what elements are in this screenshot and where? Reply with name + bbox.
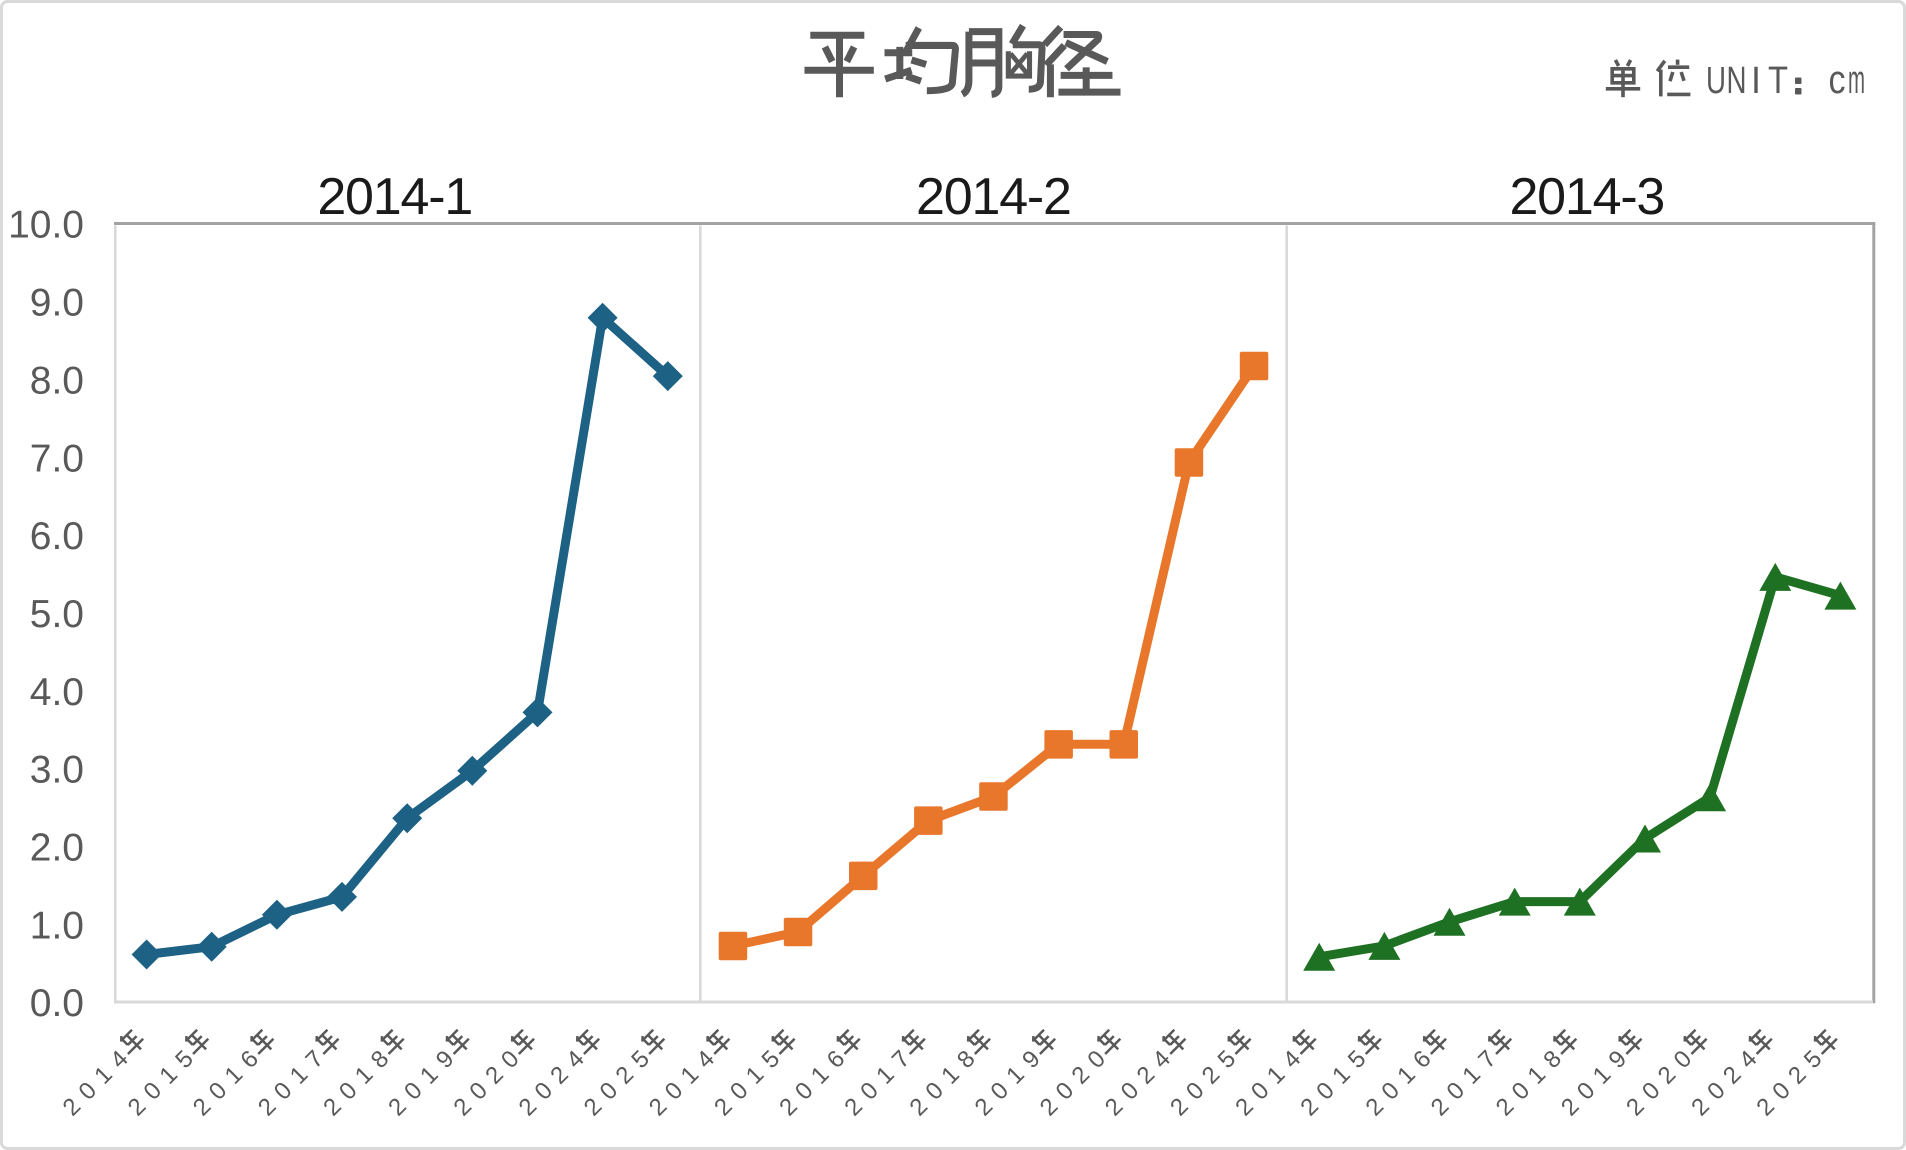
svg-text:9.0: 9.0 xyxy=(30,282,84,325)
svg-text:2.0: 2.0 xyxy=(30,827,84,870)
svg-text:2014-2: 2014-2 xyxy=(916,168,1071,226)
svg-text:3.0: 3.0 xyxy=(30,749,84,792)
svg-text:N: N xyxy=(1727,60,1747,102)
svg-text:m: m xyxy=(1848,58,1865,102)
svg-text:I: I xyxy=(1751,60,1761,102)
svg-text:U: U xyxy=(1706,60,1726,102)
svg-text:6.0: 6.0 xyxy=(30,515,84,558)
svg-text:5.0: 5.0 xyxy=(30,593,84,636)
svg-text:10.0: 10.0 xyxy=(8,204,84,247)
svg-text:T: T xyxy=(1768,60,1788,102)
svg-text:2014-1: 2014-1 xyxy=(317,168,472,226)
svg-text:7.0: 7.0 xyxy=(30,437,84,480)
svg-text:2014-3: 2014-3 xyxy=(1509,168,1664,226)
svg-text:8.0: 8.0 xyxy=(30,359,84,402)
svg-text:0.0: 0.0 xyxy=(30,982,84,1025)
svg-text:4.0: 4.0 xyxy=(30,671,84,714)
svg-text:1.0: 1.0 xyxy=(30,904,84,947)
svg-text:c: c xyxy=(1829,58,1846,102)
